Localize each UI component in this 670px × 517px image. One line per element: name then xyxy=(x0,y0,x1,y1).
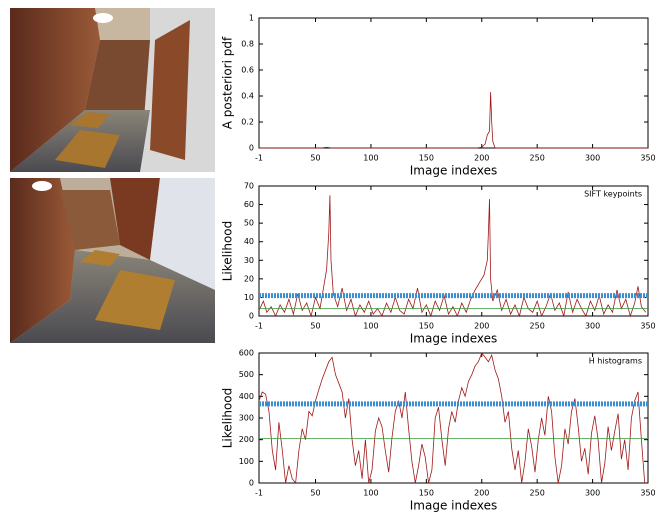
annotation: H histograms xyxy=(589,357,642,366)
y-tick-label: 40 xyxy=(244,237,254,246)
x-tick-label: 150 xyxy=(419,489,434,498)
x-tick-label: -1 xyxy=(255,322,263,331)
photo-bottom xyxy=(10,178,215,343)
x-tick-label: 100 xyxy=(363,489,378,498)
y-tick-label: 600 xyxy=(239,349,254,358)
x-tick-label: 300 xyxy=(585,322,600,331)
x-axis-title: Image indexes xyxy=(410,164,498,178)
series-line xyxy=(259,92,648,149)
x-tick-label: 300 xyxy=(585,489,600,498)
x-tick-label: -1 xyxy=(255,154,263,163)
y-axis-title: A posteriori pdf xyxy=(221,36,235,129)
series-line xyxy=(258,352,646,485)
y-tick-label: 60 xyxy=(244,200,254,209)
y-tick-label: 500 xyxy=(239,370,254,379)
y-tick-label: 50 xyxy=(244,219,254,228)
x-tick-label: 250 xyxy=(530,489,545,498)
y-tick-label: 30 xyxy=(244,256,254,265)
x-tick-label: 350 xyxy=(640,154,655,163)
x-axis-title: Image indexes xyxy=(410,499,498,513)
x-tick-label: 300 xyxy=(585,154,600,163)
x-tick-label: 150 xyxy=(419,154,434,163)
x-tick-label: 200 xyxy=(474,154,489,163)
x-tick-label: 200 xyxy=(474,489,489,498)
y-tick-label: 70 xyxy=(244,182,254,191)
x-tick-label: 100 xyxy=(363,154,378,163)
annotation: SIFT keypoints xyxy=(584,190,642,199)
x-tick-label: 250 xyxy=(530,154,545,163)
y-tick-label: 300 xyxy=(239,414,254,423)
y-tick-label: 200 xyxy=(239,435,254,444)
x-tick-label: 350 xyxy=(640,322,655,331)
y-tick-label: 1 xyxy=(249,14,254,23)
y-tick-label: 0.8 xyxy=(241,40,254,49)
y-tick-label: 0 xyxy=(249,312,254,321)
y-tick-label: 0.6 xyxy=(241,66,254,75)
y-tick-label: 0 xyxy=(249,479,254,488)
x-tick-label: 100 xyxy=(363,322,378,331)
y-tick-label: 0.2 xyxy=(241,118,254,127)
plot-frame xyxy=(258,17,649,149)
y-tick-label: 100 xyxy=(239,457,254,466)
x-tick-label: 50 xyxy=(310,322,320,331)
x-tick-label: 50 xyxy=(310,154,320,163)
x-tick-label: -1 xyxy=(255,489,263,498)
series-line xyxy=(258,195,647,318)
y-tick-label: 400 xyxy=(239,392,254,401)
y-tick-label: 0.4 xyxy=(241,92,254,101)
y-axis-title: Likelihood xyxy=(221,221,235,282)
x-axis-title: Image indexes xyxy=(410,332,498,346)
y-axis-title: Likelihood xyxy=(221,388,235,449)
y-tick-label: 0 xyxy=(249,144,254,153)
x-tick-label: 250 xyxy=(530,322,545,331)
x-tick-label: 150 xyxy=(419,322,434,331)
photo-top xyxy=(10,8,215,172)
x-tick-label: 350 xyxy=(640,489,655,498)
y-tick-label: 20 xyxy=(244,274,254,283)
y-tick-label: 10 xyxy=(244,293,254,302)
x-tick-label: 200 xyxy=(474,322,489,331)
x-tick-label: 50 xyxy=(310,489,320,498)
